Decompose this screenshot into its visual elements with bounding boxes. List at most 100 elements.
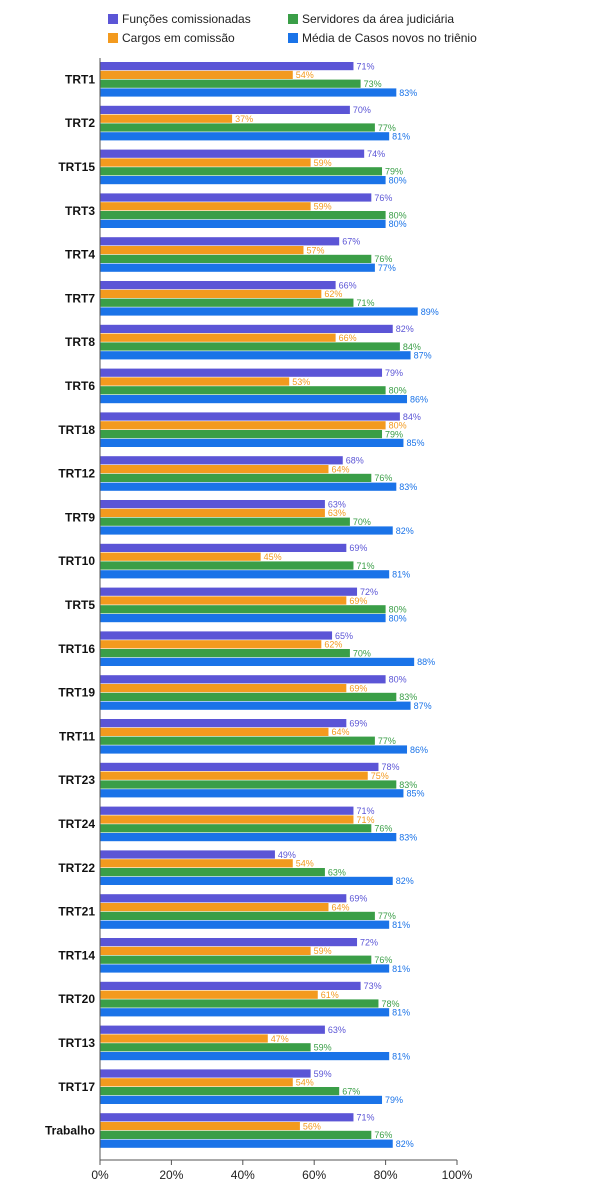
bar [100,202,311,211]
value-label: 81% [392,964,410,974]
legend-label: Funções comissionadas [122,12,251,26]
value-label: 54% [296,1078,314,1088]
x-tick-label: 20% [159,1168,183,1182]
bar [100,762,379,771]
value-label: 70% [353,517,371,527]
value-label: 74% [367,149,385,159]
bar [100,1008,390,1017]
value-label: 81% [392,920,410,930]
value-label: 59% [314,1069,332,1079]
value-label: 71% [356,561,374,571]
bar [100,324,393,333]
category-label: TRT24 [58,817,95,831]
bar [100,920,390,929]
bar [100,289,322,298]
value-label: 67% [342,237,360,247]
x-tick-label: 40% [231,1168,255,1182]
bar [100,745,408,754]
value-label: 61% [321,990,339,1000]
value-label: 70% [353,648,371,658]
bar [100,193,372,202]
bar [100,158,311,167]
bar [100,1087,340,1096]
category-label: TRT9 [65,510,95,524]
bar [100,211,386,220]
value-label: 80% [389,210,407,220]
bar [100,964,390,973]
bar [100,719,347,728]
value-label: 57% [306,245,324,255]
category-label: TRT19 [58,686,95,700]
category-label: TRT13 [58,1036,95,1050]
bar [100,911,375,920]
value-label: 65% [335,631,353,641]
category-group: TRT6 79% 53% 80%86% [65,368,428,404]
value-label: 54% [296,859,314,869]
bar [100,482,397,491]
bar [100,570,390,579]
value-label: 83% [399,692,417,702]
value-label: 56% [303,1121,321,1131]
category-group: TRT20 73% 61% 78%81% [58,981,410,1017]
value-label: 84% [403,412,421,422]
bar [100,631,333,640]
value-label: 79% [385,368,403,378]
value-label: 79% [385,1095,403,1105]
bar [100,114,233,123]
value-label: 49% [278,850,296,860]
bar [100,132,390,141]
bar [100,771,368,780]
bar [100,894,347,903]
category-label: TRT3 [65,204,95,218]
value-label: 71% [356,806,374,816]
bar [100,1034,268,1043]
bar [100,430,383,439]
value-label: 63% [328,867,346,877]
bar [100,88,397,97]
bar [100,684,347,693]
category-group: TRT14 72% 59% 76%81% [58,937,410,973]
category-group: TRT11 69%64% 77% 86% [59,718,428,754]
value-label: 77% [378,736,396,746]
value-label: 72% [360,587,378,597]
bar [100,955,372,964]
value-label: 83% [399,88,417,98]
category-label: TRT17 [58,1080,95,1094]
value-label: 45% [264,552,282,562]
bar [100,868,325,877]
bar [100,596,347,605]
value-label: 69% [349,543,367,553]
category-label: TRT12 [58,467,95,481]
bar [100,386,386,395]
category-label: TRT2 [65,116,95,130]
x-axis: 0% 20% 40% 60% 80% 100% [91,58,473,1182]
value-label: 70% [353,105,371,115]
category-label: TRT5 [65,598,95,612]
bar [100,1043,311,1052]
category-label: TRT22 [58,861,95,875]
bar [100,552,261,561]
value-label: 80% [389,675,407,685]
bar [100,105,350,114]
value-label: 66% [339,280,357,290]
legend-swatch [108,33,118,43]
value-label: 63% [328,499,346,509]
bar [100,824,372,833]
bar [100,1095,383,1104]
bar [100,903,329,912]
bar [100,833,397,842]
value-label: 82% [396,1139,414,1149]
bar [100,806,354,815]
value-label: 87% [414,351,432,361]
category-group: TRT19 80% 69% 83%87% [58,675,431,711]
value-label: 80% [389,219,407,229]
value-label: 63% [328,508,346,518]
legend-label: Cargos em comissão [122,31,235,45]
value-label: 76% [374,193,392,203]
legend-swatch [288,14,298,24]
bar [100,237,340,246]
category-label: TRT11 [59,729,95,743]
x-tick-label: 60% [302,1168,326,1182]
category-group: TRT15 74% 59% 79%80% [58,149,406,185]
